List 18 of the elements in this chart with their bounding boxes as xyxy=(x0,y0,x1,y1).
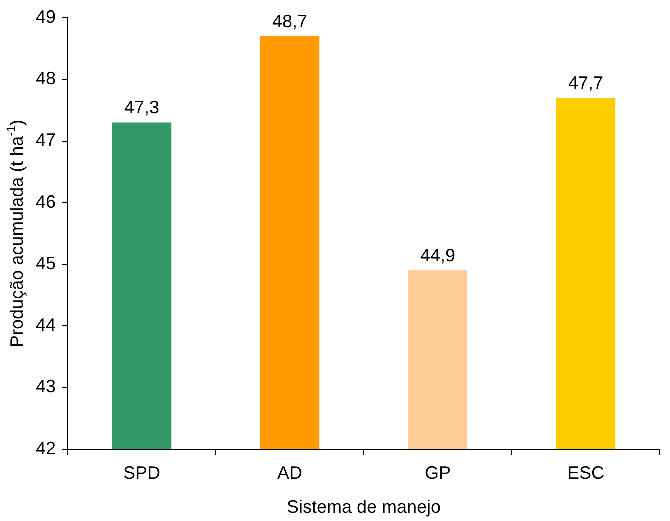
y-tick-label: 47 xyxy=(36,130,56,150)
y-tick-label: 45 xyxy=(36,253,56,274)
data-label: 44,9 xyxy=(420,246,456,266)
y-axis-title: Produção acumulada (t ha-1) xyxy=(4,120,27,348)
x-tick-label: GP xyxy=(425,463,452,484)
x-tick-label: AD xyxy=(278,463,303,484)
y-tick-label: 44 xyxy=(36,315,56,336)
y-tick-label: 43 xyxy=(36,376,56,397)
y-tick-label: 46 xyxy=(36,192,56,212)
y-tick-label: 49 xyxy=(36,6,56,27)
x-tick-label: ESC xyxy=(567,463,605,484)
y-tick-label: 42 xyxy=(36,438,56,458)
y-tick-label: 48 xyxy=(36,68,56,89)
data-label: 47,7 xyxy=(568,73,604,94)
data-label: 47,3 xyxy=(124,98,160,118)
x-tick-label: SPD xyxy=(124,463,161,484)
x-axis-title: Sistema de manejo xyxy=(286,496,442,517)
data-label: 48,7 xyxy=(272,11,308,32)
